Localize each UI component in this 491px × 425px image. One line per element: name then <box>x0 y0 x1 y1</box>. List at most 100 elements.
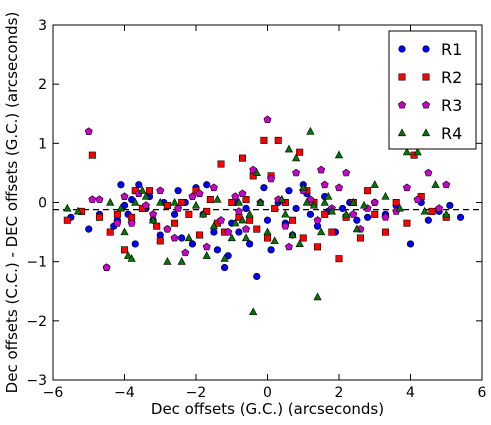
data-point-r1 <box>156 231 164 239</box>
data-point-r4 <box>359 200 369 209</box>
data-point-r1 <box>117 181 125 189</box>
data-point-r4 <box>324 191 333 200</box>
data-point-r3 <box>281 221 290 230</box>
data-point-r1 <box>203 181 211 189</box>
data-point-r1 <box>242 204 250 213</box>
data-point-r4 <box>256 197 265 206</box>
data-point-r1 <box>246 240 254 248</box>
data-point-r2 <box>263 234 271 242</box>
data-point-r1 <box>285 187 293 195</box>
data-point-r2 <box>335 255 343 263</box>
data-point-r2 <box>371 210 379 218</box>
data-point-r3 <box>217 216 225 224</box>
data-point-r2 <box>185 210 193 218</box>
data-point-r4 <box>184 233 193 242</box>
data-point-r3 <box>335 183 343 192</box>
y-tick-label: 3 <box>38 18 47 34</box>
data-point-r4 <box>123 251 133 259</box>
data-point-r4 <box>395 203 404 212</box>
data-point-r3 <box>238 189 247 197</box>
legend-label: R4 <box>441 124 462 143</box>
data-point-r4 <box>156 197 165 206</box>
data-point-r1 <box>174 187 182 195</box>
data-point-r4 <box>320 197 329 206</box>
data-point-r4 <box>317 227 326 236</box>
data-point-r4 <box>241 233 251 242</box>
data-point-r2 <box>88 151 96 159</box>
y-tick-label: −2 <box>26 314 47 330</box>
data-point-r4 <box>227 233 236 242</box>
data-point-r4 <box>199 209 208 218</box>
data-point-r1 <box>135 181 143 189</box>
data-point-r3 <box>349 210 358 218</box>
data-point-r4 <box>231 218 240 227</box>
data-point-r1 <box>364 213 372 221</box>
data-point-r4 <box>245 209 254 218</box>
data-point-r2 <box>113 210 121 218</box>
data-point-r2 <box>296 148 304 156</box>
data-point-r3 <box>202 242 211 251</box>
y-tick-label: −1 <box>26 255 47 271</box>
series-r3 <box>84 115 451 271</box>
data-point-r3 <box>320 180 329 189</box>
data-point-r1 <box>210 228 218 236</box>
data-point-r4 <box>352 224 361 233</box>
data-point-r2 <box>242 196 250 204</box>
data-point-r4 <box>177 257 186 265</box>
data-point-r2 <box>253 225 261 233</box>
legend-entry: R3 <box>398 96 462 115</box>
data-point-r3 <box>163 224 172 233</box>
data-point-r4 <box>213 194 222 203</box>
data-point-r4 <box>238 215 247 224</box>
data-point-r3 <box>234 207 243 215</box>
data-point-r2 <box>156 237 164 245</box>
data-point-r1 <box>313 222 322 230</box>
data-point-r4 <box>288 230 297 239</box>
data-point-r1 <box>260 184 268 192</box>
data-point-r2 <box>321 210 329 218</box>
x-axis-label: Dec offsets (G.C.) (arcseconds) <box>151 400 384 418</box>
data-point-r2 <box>403 219 411 227</box>
data-point-r2 <box>121 246 129 254</box>
data-point-r2 <box>171 219 179 227</box>
data-point-r2 <box>274 136 282 144</box>
data-point-r2 <box>428 207 436 215</box>
data-point-r4 <box>334 150 344 159</box>
data-point-r3 <box>413 195 422 203</box>
series-r4 <box>63 126 451 316</box>
data-point-r2 <box>106 228 114 236</box>
data-point-r3 <box>306 195 315 203</box>
data-point-r3 <box>424 168 433 177</box>
data-point-r4 <box>149 215 158 224</box>
data-point-r2 <box>196 231 204 239</box>
data-point-r4 <box>381 191 390 200</box>
data-point-r1 <box>235 228 243 236</box>
data-point-r2 <box>178 199 186 207</box>
data-point-r1 <box>253 272 261 281</box>
data-point-r2 <box>392 199 400 207</box>
data-point-r2 <box>146 187 154 195</box>
data-point-r3 <box>370 198 379 206</box>
legend-entry: R4 <box>397 124 462 143</box>
data-point-r1 <box>170 210 179 218</box>
x-tick-label: 6 <box>478 385 487 401</box>
data-point-r4 <box>116 203 126 212</box>
legend-marker-r2 <box>422 73 430 81</box>
data-point-r1 <box>306 210 315 218</box>
data-point-r1 <box>178 234 186 242</box>
data-point-r4 <box>170 197 179 206</box>
data-point-r2 <box>271 204 279 212</box>
data-point-r3 <box>242 224 251 233</box>
data-point-r3 <box>141 201 150 209</box>
legend-label: R2 <box>441 68 462 87</box>
data-point-r3 <box>292 168 301 177</box>
data-point-r4 <box>370 180 379 188</box>
data-point-r2 <box>163 201 171 209</box>
data-point-r4 <box>220 254 229 262</box>
data-point-r2 <box>328 228 336 236</box>
data-point-r4 <box>299 183 308 191</box>
data-point-r4 <box>420 206 429 215</box>
data-point-r4 <box>306 126 315 135</box>
data-point-r4 <box>309 200 319 209</box>
